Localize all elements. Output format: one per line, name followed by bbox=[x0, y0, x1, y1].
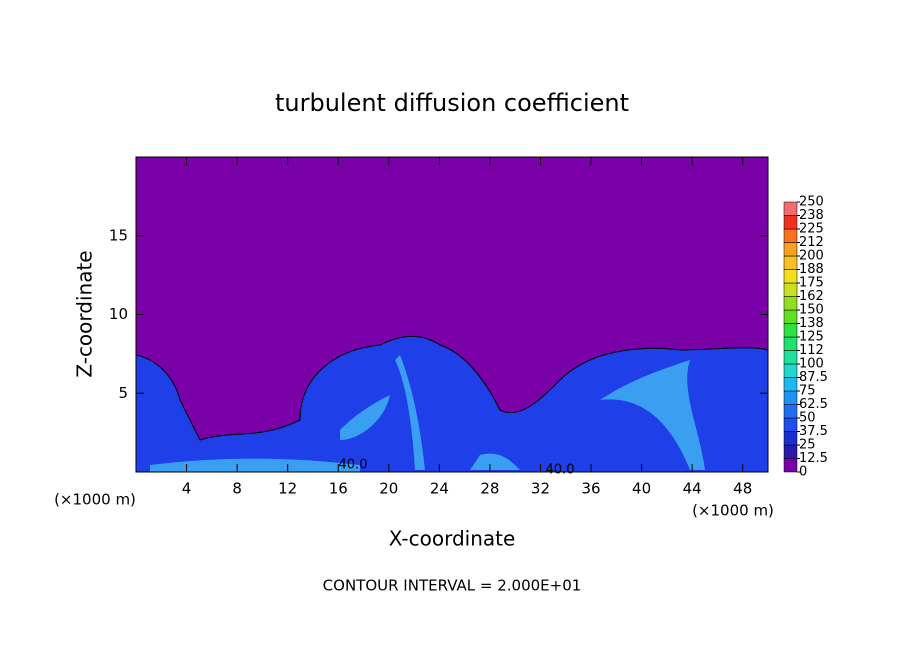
colorbar-label: 212 bbox=[799, 235, 824, 250]
field bbox=[135, 157, 769, 472]
colorbar-swatch bbox=[783, 228, 798, 243]
x-tick-label: 24 bbox=[430, 480, 449, 498]
colorbar-swatch bbox=[783, 309, 798, 324]
field-streaks bbox=[150, 355, 705, 472]
colorbar-label: 225 bbox=[799, 222, 824, 237]
colorbar-label: 138 bbox=[799, 316, 824, 331]
colorbar-swatch bbox=[783, 404, 798, 419]
colorbar-swatch bbox=[783, 363, 798, 378]
colorbar-label: 62.5 bbox=[799, 397, 828, 412]
colorbar-swatch bbox=[783, 242, 798, 257]
colorbar-swatch bbox=[783, 390, 798, 405]
colorbar-swatch bbox=[783, 431, 798, 446]
colorbar-label: 37.5 bbox=[799, 424, 828, 439]
footer: CONTOUR INTERVAL = 2.000E+01 bbox=[323, 577, 582, 595]
chart-title: turbulent diffusion coefficient bbox=[275, 89, 629, 117]
x-tick-label: 40 bbox=[632, 480, 651, 498]
colorbar-label: 188 bbox=[799, 262, 824, 277]
colorbar-swatch bbox=[783, 296, 798, 311]
colorbar-label: 87.5 bbox=[799, 370, 828, 385]
colorbar-swatch bbox=[783, 282, 798, 297]
x-tick-label: 36 bbox=[581, 480, 600, 498]
y-tick-label: 15 bbox=[109, 226, 128, 244]
colorbar-swatch bbox=[783, 215, 798, 230]
colorbar-swatch bbox=[783, 323, 798, 338]
colorbar-swatch bbox=[783, 444, 798, 459]
x-tick-label: 32 bbox=[531, 480, 550, 498]
colorbar-label: 150 bbox=[799, 303, 824, 318]
contour-line bbox=[135, 335, 769, 441]
colorbar-swatch bbox=[783, 255, 798, 270]
x-tick-label: 28 bbox=[480, 480, 499, 498]
colorbar-swatch bbox=[783, 417, 798, 432]
y-axis-label: Z-coordinate bbox=[73, 250, 97, 377]
x-tick-label: 4 bbox=[182, 480, 192, 498]
colorbar-swatch bbox=[783, 377, 798, 392]
colorbar-swatch bbox=[783, 350, 798, 365]
x-tick-label: 44 bbox=[683, 480, 702, 498]
contour-label: 40.0 bbox=[339, 458, 368, 473]
colorbar-swatch bbox=[783, 269, 798, 284]
colorbar-label: 238 bbox=[799, 208, 824, 223]
colorbar-label: 112 bbox=[799, 343, 824, 358]
field-region bbox=[136, 336, 768, 472]
colorbar-label: 75 bbox=[799, 384, 816, 399]
x-tick-label: 8 bbox=[232, 480, 242, 498]
x-unit: (×1000 m) bbox=[54, 491, 136, 509]
colorbar-label: 125 bbox=[799, 330, 824, 345]
colorbar-label: 250 bbox=[799, 195, 824, 210]
colorbar-label: 50 bbox=[799, 411, 816, 426]
contour-label: 40.0 bbox=[546, 463, 575, 478]
colorbar-swatch bbox=[783, 336, 798, 351]
x-unit: (×1000 m) bbox=[692, 502, 774, 520]
colorbar-label: 100 bbox=[799, 357, 824, 372]
colorbar-swatch bbox=[783, 201, 798, 216]
y-tick-label: 5 bbox=[118, 384, 128, 402]
x-axis-label: X-coordinate bbox=[389, 527, 516, 551]
x-tick-label: 12 bbox=[278, 480, 297, 498]
colorbar-label: 175 bbox=[799, 276, 824, 291]
colorbar-label: 162 bbox=[799, 289, 824, 304]
colorbar-label: 200 bbox=[799, 249, 824, 264]
colorbar-label: 25 bbox=[799, 438, 816, 453]
x-tick-label: 16 bbox=[329, 480, 348, 498]
x-tick-label: 20 bbox=[379, 480, 398, 498]
x-tick-label: 48 bbox=[733, 480, 752, 498]
y-tick-label: 10 bbox=[109, 305, 128, 323]
colorbar-swatch bbox=[783, 458, 798, 473]
colorbar-label: 12.5 bbox=[799, 451, 828, 466]
colorbar-label: 0 bbox=[799, 465, 807, 480]
